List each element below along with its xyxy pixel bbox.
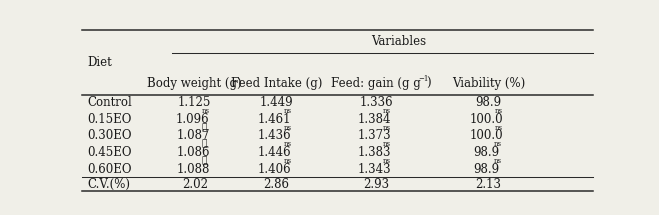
Text: 98.9: 98.9 bbox=[473, 163, 500, 175]
Text: 1.125: 1.125 bbox=[178, 96, 212, 109]
Text: 1.088: 1.088 bbox=[177, 163, 210, 175]
Text: Viability (%): Viability (%) bbox=[452, 77, 525, 90]
Text: 1.461: 1.461 bbox=[258, 113, 291, 126]
Text: Body weight (g): Body weight (g) bbox=[148, 77, 242, 90]
Text: 1.449: 1.449 bbox=[260, 96, 293, 109]
Text: ns: ns bbox=[494, 157, 501, 165]
Text: 2.02: 2.02 bbox=[182, 178, 208, 191]
Text: 1.086: 1.086 bbox=[177, 146, 210, 159]
Text: C.V.(%): C.V.(%) bbox=[88, 178, 130, 191]
Text: 1.384: 1.384 bbox=[357, 113, 391, 126]
Text: ns: ns bbox=[202, 107, 210, 115]
Text: 0.60EO: 0.60EO bbox=[88, 163, 132, 175]
Text: 2.93: 2.93 bbox=[363, 178, 389, 191]
Text: 1.446: 1.446 bbox=[258, 146, 291, 159]
Text: ns: ns bbox=[283, 124, 291, 132]
Text: ns: ns bbox=[283, 107, 291, 115]
Text: 1.383: 1.383 bbox=[357, 146, 391, 159]
Text: Feed Intake (g): Feed Intake (g) bbox=[231, 77, 322, 90]
Text: Feed: gain (g g: Feed: gain (g g bbox=[331, 77, 421, 90]
Text: 2.13: 2.13 bbox=[475, 178, 501, 191]
Text: ★: ★ bbox=[202, 123, 208, 132]
Text: 0.15EO: 0.15EO bbox=[88, 113, 132, 126]
Text: 1.436: 1.436 bbox=[258, 129, 291, 142]
Text: ns: ns bbox=[495, 124, 503, 132]
Text: ns: ns bbox=[383, 124, 391, 132]
Text: ): ) bbox=[426, 77, 431, 90]
Text: 1.336: 1.336 bbox=[359, 96, 393, 109]
Text: Variables: Variables bbox=[372, 35, 426, 48]
Text: ns: ns bbox=[383, 107, 391, 115]
Text: ns: ns bbox=[495, 107, 503, 115]
Text: 0.30EO: 0.30EO bbox=[88, 129, 132, 142]
Text: 98.9: 98.9 bbox=[473, 146, 500, 159]
Text: ★: ★ bbox=[202, 156, 208, 165]
Text: 100.0: 100.0 bbox=[470, 129, 503, 142]
Text: −1: −1 bbox=[418, 75, 429, 83]
Text: ns: ns bbox=[283, 157, 291, 165]
Text: 2.86: 2.86 bbox=[264, 178, 289, 191]
Text: 1.087: 1.087 bbox=[177, 129, 210, 142]
Text: 100.0: 100.0 bbox=[470, 113, 503, 126]
Text: ns: ns bbox=[494, 140, 501, 148]
Text: 1.406: 1.406 bbox=[258, 163, 291, 175]
Text: 0.45EO: 0.45EO bbox=[88, 146, 132, 159]
Text: ns: ns bbox=[283, 140, 291, 148]
Text: ★: ★ bbox=[202, 140, 208, 149]
Text: 1.096: 1.096 bbox=[176, 113, 210, 126]
Text: ns: ns bbox=[383, 157, 391, 165]
Text: Control: Control bbox=[88, 96, 132, 109]
Text: 1.343: 1.343 bbox=[357, 163, 391, 175]
Text: ns: ns bbox=[383, 140, 391, 148]
Text: 98.9: 98.9 bbox=[475, 96, 501, 109]
Text: Diet: Diet bbox=[88, 56, 112, 69]
Text: 1.373: 1.373 bbox=[357, 129, 391, 142]
